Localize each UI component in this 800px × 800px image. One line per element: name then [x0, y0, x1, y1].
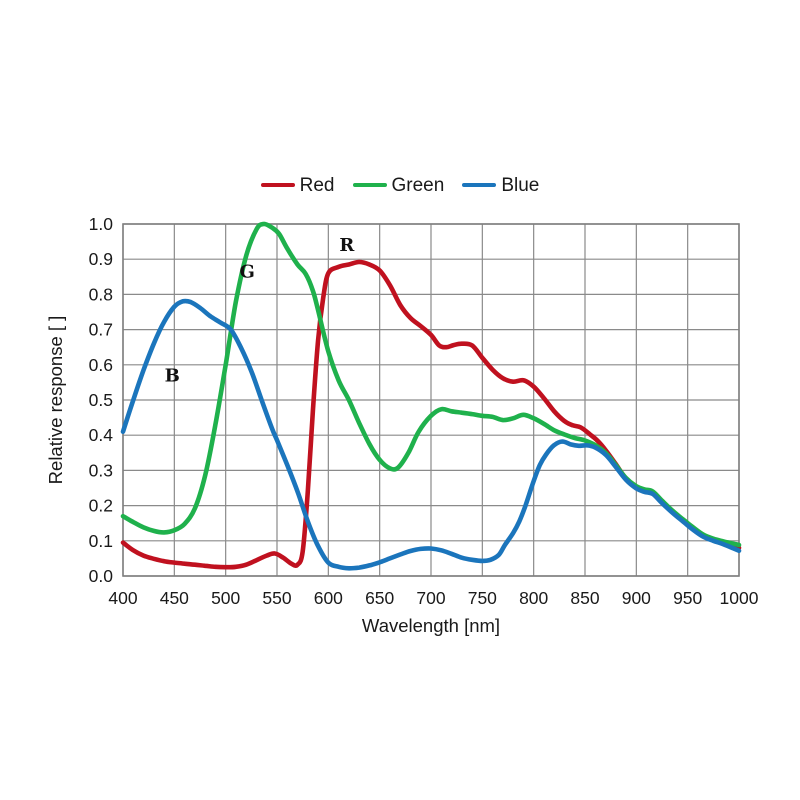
legend-label-blue: Blue	[501, 174, 540, 196]
x-tick-label-600: 600	[314, 588, 343, 608]
legend-label-red: Red	[299, 174, 335, 196]
curve-annotations: R G B	[165, 235, 356, 386]
legend-line-swatch-red	[260, 182, 295, 188]
y-tick-label-0.3: 0.3	[89, 460, 113, 480]
legend-item-green: Green	[352, 174, 445, 196]
annotation-b: B	[165, 365, 180, 386]
y-tick-label-0.1: 0.1	[89, 531, 113, 551]
legend-item-red: Red	[260, 174, 335, 196]
y-tick-label-1.0: 1.0	[89, 214, 114, 234]
legend: Red Green Blue	[0, 172, 800, 198]
tick-labels: 400 450 500 550 600 650 700 750 800 850 900 950 1000…	[89, 214, 759, 608]
annotation-r: R	[339, 235, 355, 256]
y-tick-label-0.0: 0.0	[89, 566, 114, 586]
x-tick-label-450: 450	[160, 588, 189, 608]
x-tick-label-550: 550	[262, 588, 291, 608]
series-line-blue	[120, 298, 742, 571]
y-tick-label-0.9: 0.9	[89, 249, 113, 269]
x-tick-label-900: 900	[622, 588, 651, 608]
plot-border	[122, 223, 740, 577]
legend-line-swatch-blue	[462, 182, 497, 188]
y-tick-label-0.2: 0.2	[89, 496, 113, 516]
x-axis-title: Wavelength [nm]	[362, 615, 500, 636]
x-tick-label-700: 700	[416, 588, 445, 608]
y-tick-label-0.8: 0.8	[89, 284, 113, 304]
annotation-g: G	[240, 262, 255, 283]
x-tick-label-1000: 1000	[720, 588, 759, 608]
x-tick-label-850: 850	[570, 588, 599, 608]
x-tick-label-650: 650	[365, 588, 394, 608]
gridlines	[122, 223, 740, 577]
x-tick-label-400: 400	[108, 588, 137, 608]
y-axis-title: Relative response [ ]	[45, 316, 66, 485]
x-tick-label-750: 750	[468, 588, 497, 608]
legend-item-blue: Blue	[462, 176, 539, 195]
series-curves	[120, 221, 742, 571]
x-tick-label-950: 950	[673, 588, 702, 608]
y-tick-label-0.4: 0.4	[89, 425, 114, 445]
y-tick-label-0.6: 0.6	[89, 355, 113, 375]
y-tick-label-0.5: 0.5	[89, 390, 113, 410]
x-tick-label-500: 500	[211, 588, 240, 608]
legend-label-green: Green	[391, 174, 445, 196]
y-tick-label-0.7: 0.7	[89, 320, 113, 340]
x-tick-label-800: 800	[519, 588, 548, 608]
legend-line-swatch-green	[352, 182, 387, 188]
